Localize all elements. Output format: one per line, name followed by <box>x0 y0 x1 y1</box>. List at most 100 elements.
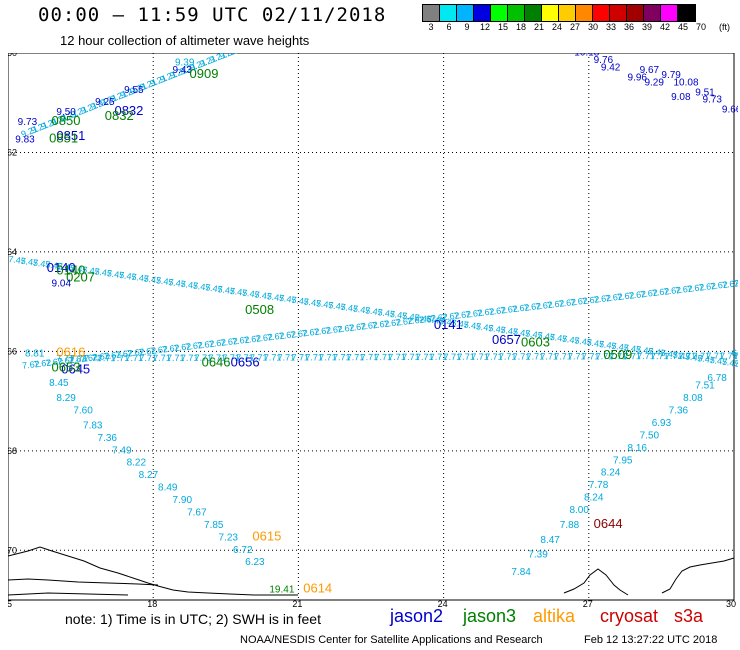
track-value-label: 7.71 <box>665 351 683 361</box>
track-value-label: 7.45 <box>451 318 470 330</box>
track-value-label: 7.71 <box>181 353 199 363</box>
track-value-label: 7.71 <box>623 351 641 361</box>
wave-height-value: 19.41 <box>269 585 294 596</box>
color-swatch <box>440 5 457 21</box>
color-scale-tick: 21 <box>533 22 544 32</box>
track-value-label: 7.71 <box>112 353 130 363</box>
latitude-tick: -64 <box>8 247 17 257</box>
track-value-label: 7.62 <box>593 293 612 305</box>
color-swatch <box>593 5 610 21</box>
pass-time-label: 0645 <box>61 362 90 377</box>
color-scale-legend <box>422 4 696 22</box>
pass-time-label: 0207 <box>66 270 95 285</box>
color-scale-tick: 45 <box>677 22 688 32</box>
track-value-label: 7.62 <box>675 283 694 295</box>
track-value-label: 7.71 <box>278 352 296 362</box>
wave-height-value: 8.22 <box>127 458 147 469</box>
track-value-label: 7.62 <box>243 333 262 345</box>
track-value-label: 7.62 <box>92 351 111 363</box>
color-scale-tick: 27 <box>569 22 580 32</box>
wave-height-value: 7.50 <box>640 430 660 441</box>
wave-height-value: 8.29 <box>56 393 76 404</box>
track-value-label: 7.45 <box>709 355 728 367</box>
track-value-label: 7.71 <box>388 352 406 362</box>
track-value-label: 7.45 <box>463 319 482 331</box>
wave-height-value: 7.90 <box>173 495 193 506</box>
wave-height-value: 7.85 <box>204 520 224 531</box>
track-value-label: 7.71 <box>444 352 462 362</box>
coastline <box>8 546 735 596</box>
track-value-label: 7.62 <box>733 277 738 289</box>
pass-time-label: 0644 <box>594 516 623 531</box>
wave-height-value: 7.23 <box>219 532 239 543</box>
track-value-label: 7.45 <box>192 280 211 292</box>
wave-height-value: 9.76 <box>594 55 614 66</box>
track-value-label: 7.45 <box>94 266 113 278</box>
pass-time-label: 0615 <box>252 528 281 543</box>
track-value-label: 7.45 <box>635 344 654 356</box>
track-value-label: 7.62 <box>383 317 402 329</box>
track-value-label: 7.45 <box>537 330 556 342</box>
track-value-label: 7.45 <box>8 254 26 266</box>
pass-time-label: 0603 <box>521 334 550 349</box>
track-value-label: 7.45 <box>303 296 322 308</box>
track-value-label: 7.62 <box>208 337 227 349</box>
footer-note: note: 1) Time is in UTC; 2) SWH is in fe… <box>65 611 321 627</box>
track-value-label: 7.71 <box>402 352 420 362</box>
track-value-label: 7.71 <box>540 351 558 361</box>
track-value-label: 7.45 <box>131 272 150 284</box>
color-scale-tick: 3 <box>428 22 434 32</box>
pass-time-label: 0616 <box>56 344 85 359</box>
track-value-label: 7.62 <box>511 302 530 314</box>
pass-time-label: 0614 <box>303 581 332 596</box>
color-scale-tick: 42 <box>659 22 670 32</box>
wave-height-value: 7.36 <box>669 406 689 417</box>
track-value-label: 7.45 <box>254 289 273 301</box>
track-value-label: 7.71 <box>610 351 628 361</box>
generated-timestamp: Feb 12 13:27:22 UTC 2018 <box>584 634 718 646</box>
wave-height-value: 7.84 <box>511 567 531 578</box>
track-value-label: 7.62 <box>570 296 589 308</box>
track-value-label: 7.71 <box>679 351 697 361</box>
track-value-label: 7.62 <box>57 355 76 367</box>
track-value-label: 7.62 <box>406 314 425 326</box>
track-value-label: 7.62 <box>33 357 52 369</box>
wave-height-value: 9.50 <box>56 107 76 118</box>
track-value-label: 7.62 <box>663 285 682 297</box>
track-value-label: 7.62 <box>651 286 670 298</box>
wave-height-value: 9.96 <box>628 72 648 83</box>
latitude-tick: -60 <box>8 53 17 58</box>
longitude-tick: 15 <box>8 599 12 608</box>
track-value-label: 7.45 <box>168 277 187 289</box>
track-value-label: 7.71 <box>374 352 392 362</box>
track-value-label: 7.71 <box>734 351 738 361</box>
track-value-label: 7.71 <box>98 353 116 363</box>
track-value-label: 7.71 <box>527 352 545 362</box>
wave-height-value: 6.23 <box>245 557 265 568</box>
color-scale-tick: 18 <box>515 22 526 32</box>
wave-height-value: 9.43 <box>173 65 193 76</box>
track-value-label: 7.45 <box>278 293 297 305</box>
track-value-label: 7.71 <box>84 353 102 363</box>
color-swatch <box>678 5 695 21</box>
track-value-label: 7.71 <box>582 351 600 361</box>
track-value-label: 7.45 <box>561 334 580 346</box>
wave-height-value: 9.73 <box>18 117 38 128</box>
pass-time-label: 0909 <box>190 66 219 81</box>
track-value-label: 7.62 <box>640 288 659 300</box>
wave-height-value: 7.39 <box>528 550 548 561</box>
wave-height-value: 7.51 <box>695 381 715 392</box>
track-value-label: 7.62 <box>710 279 729 291</box>
track-value-label: 7.62 <box>278 329 297 341</box>
track-value-label: 7.45 <box>586 337 605 349</box>
track-value-label: 7.71 <box>692 351 710 361</box>
color-scale-tick: 6 <box>446 22 452 32</box>
track-value-label: 7.45 <box>82 265 101 277</box>
wave-height-value: 10.08 <box>674 77 699 88</box>
track-value-label: 7.62 <box>372 318 391 330</box>
wave-height-value: 7.36 <box>98 433 118 444</box>
latitude-tick: -62 <box>8 147 17 157</box>
satellite-legend-altika: altika <box>533 606 576 626</box>
longitude-tick: 21 <box>292 599 302 608</box>
track-value-label: 7.62 <box>255 332 274 344</box>
